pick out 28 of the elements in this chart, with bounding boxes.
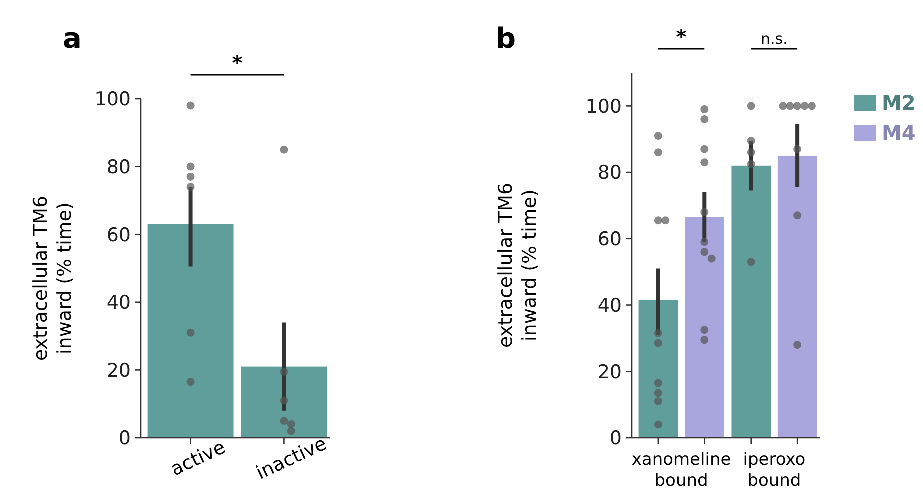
y-tick-label: 20 xyxy=(598,361,622,384)
x-tick-label: xanomeline bound xyxy=(632,450,732,491)
y-tick-label: 40 xyxy=(598,294,622,317)
y-tick-label: 0 xyxy=(118,428,131,450)
x-tick-label: iperoxo bound xyxy=(743,450,806,491)
x-tick-label: active xyxy=(167,436,230,481)
legend-label: M2 xyxy=(882,91,916,115)
text: * xyxy=(232,51,244,75)
y-tick-label: 60 xyxy=(106,224,131,246)
y-tick-label: 100 xyxy=(94,88,131,111)
y-axis-title: extracellular TM6 inward (% time) xyxy=(495,182,541,348)
y-tick-label: 60 xyxy=(598,228,622,251)
bar xyxy=(638,300,678,438)
y-tick-label: 0 xyxy=(610,428,622,450)
chart-title: a xyxy=(63,22,82,55)
y-tick-label: 80 xyxy=(598,162,622,184)
y-tick-label: 100 xyxy=(586,96,622,118)
y-tick-label: 80 xyxy=(106,156,131,178)
y-tick-label: 20 xyxy=(106,360,131,382)
legend-label: M4 xyxy=(882,121,916,145)
bar xyxy=(685,217,724,438)
chart-title: b xyxy=(496,22,516,55)
y-tick-label: 40 xyxy=(106,292,131,314)
text: * xyxy=(676,25,688,49)
bar xyxy=(732,166,771,438)
text: n.s. xyxy=(761,30,788,48)
bar xyxy=(778,156,818,438)
y-axis-title: extracellular TM6 inward (% time) xyxy=(30,196,76,362)
